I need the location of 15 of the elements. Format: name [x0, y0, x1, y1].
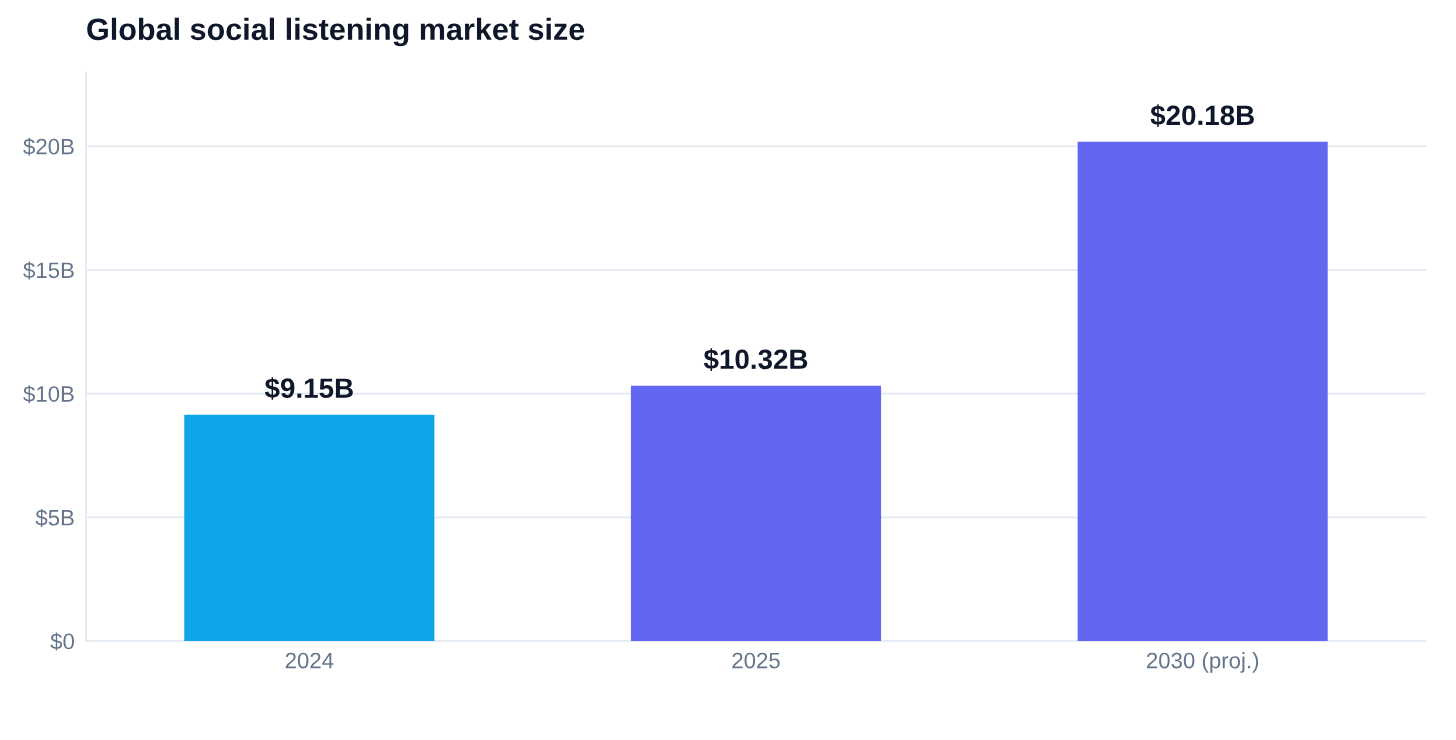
y-tick-label: $20B — [23, 137, 74, 156]
bar — [630, 385, 882, 641]
y-tick-label: $5B — [35, 508, 74, 527]
x-tick-label: 2025 — [732, 652, 780, 669]
x-tick-label: 2030 (proj.) — [1146, 652, 1259, 673]
data-label: $9.15B — [264, 377, 353, 400]
bar — [1077, 141, 1328, 641]
bar — [184, 414, 435, 641]
chart-title: Global social listening market size — [87, 17, 585, 47]
y-tick-label: $15B — [23, 261, 74, 280]
y-tick-label: $10B — [23, 385, 74, 404]
y-tick-label: $0 — [50, 632, 75, 651]
x-tick-label: 2024 — [285, 652, 334, 669]
data-label: $20.18B — [1150, 104, 1254, 127]
data-label: $10.32B — [703, 348, 808, 371]
